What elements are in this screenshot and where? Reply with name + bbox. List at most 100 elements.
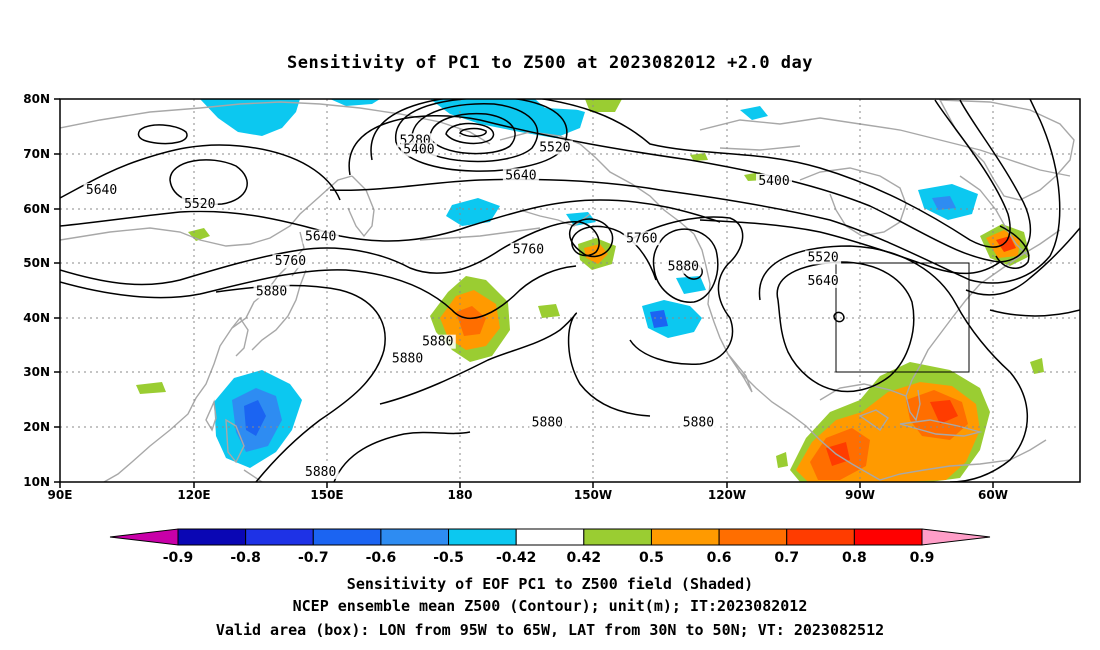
contour-label-bg [272, 254, 309, 269]
shade-green-carib-3 [1030, 358, 1044, 374]
colorbar-swatch [650, 528, 720, 546]
coast-hudson [799, 167, 907, 237]
colorbar-swatch [718, 528, 788, 546]
caption-line-1: Sensitivity of EOF PC1 to Z500 field (Sh… [347, 575, 753, 593]
shade-arctic-blue-3 [430, 99, 585, 138]
coast-labrador [959, 175, 1029, 257]
contour-5760-na [699, 219, 1001, 275]
colorbar-swatch [853, 528, 923, 546]
latitude-tick-labels: 80N 70N 60N 50N 40N 30N 20N 10N [23, 92, 50, 489]
contour-label: 5640 [505, 168, 536, 183]
contour-5700-a [60, 199, 721, 242]
contour-label: 5400 [403, 143, 434, 158]
lat-tick-label: 40N [23, 311, 50, 325]
contour-5640-mid [329, 99, 1061, 284]
colorbar-swatch [177, 528, 247, 546]
contour-label-bg [805, 273, 842, 288]
lon-tick-label: 120E [177, 488, 210, 502]
coast-philippines [225, 418, 263, 482]
contour-5280-inner [459, 127, 487, 138]
shade-green-4 [136, 382, 166, 394]
shade-green-2 [690, 153, 708, 161]
contour-label: 5640 [807, 274, 838, 289]
contour-label-bg [510, 242, 547, 257]
contour-5400-closed [411, 102, 539, 163]
shade-arctic-blue-2 [330, 99, 380, 106]
contour-label-bg [665, 259, 702, 274]
coast-yucatan [858, 409, 889, 431]
map-title: Sensitivity of PC1 to Z500 at 2023082012… [287, 53, 813, 73]
contour-label: 5520 [184, 197, 215, 212]
colorbar-end-low [109, 528, 179, 546]
shade-arctic-green [585, 99, 622, 112]
shade-orange-atl-core [996, 236, 1016, 252]
lon-tick-label: 150E [310, 488, 343, 502]
colorbar-tick-label: -0.7 [298, 550, 329, 566]
lon-tick-label: 120W [708, 488, 746, 502]
colorbar-tick-label: -0.8 [230, 550, 261, 566]
contour-5280 [445, 122, 495, 145]
caption-line-2: NCEP ensemble mean Z500 (Contour); unit(… [293, 597, 808, 615]
coast-south-america [879, 439, 1047, 481]
shade-red-carib-2 [826, 442, 850, 466]
lat-tick-label: 30N [23, 365, 50, 379]
contour-label: 5520 [807, 250, 838, 265]
contour-label: 5760 [275, 254, 306, 269]
colorbar-tick-label: 0.7 [774, 550, 799, 566]
longitude-tick-labels: 90E 120E 150E 180 150W 120W 90W 60W [48, 488, 1008, 502]
lon-tick-label: 90W [845, 488, 875, 502]
coast-taiwan [205, 399, 217, 432]
contour-5580-east [995, 225, 1030, 269]
shade-arctic-blue-1 [200, 99, 300, 136]
coast-baja [727, 353, 753, 393]
coast-cuba [899, 419, 983, 437]
coast-east-asia [60, 175, 353, 482]
valid-area-box [835, 262, 970, 373]
colorbar: -0.9 -0.8 -0.7 -0.6 -0.5 -0.42 0.42 0.5 0.6 0.7 0.… [109, 528, 991, 566]
z500-contours [60, 99, 1080, 482]
contour-label-bg [756, 173, 792, 188]
contour-label: 5760 [626, 231, 657, 246]
colorbar-tick-label: -0.6 [366, 550, 397, 566]
contour-5580-ring [137, 124, 188, 145]
shade-blue-9-core [650, 310, 668, 328]
contour-5760-pac-ring [568, 218, 614, 258]
lon-tick-label: 60W [978, 488, 1008, 502]
contour-label: 5880 [532, 416, 563, 431]
contour-label-bg [83, 183, 120, 198]
caption-line-3: Valid area (box): LON from 95W to 65W, L… [216, 621, 884, 639]
contour-5760-a [60, 221, 657, 286]
contour-5640-west [60, 144, 341, 201]
shade-red-carib [930, 400, 958, 424]
contour-5460 [395, 99, 568, 172]
contour-5820-na [758, 245, 1029, 482]
colorbar-tick-label: -0.42 [496, 550, 536, 566]
contour-label: 5760 [513, 243, 544, 258]
lon-tick-label: 150W [574, 488, 612, 502]
contour-label-bg [502, 168, 539, 183]
shade-blue-9 [642, 300, 702, 338]
lat-tick-label: 70N [23, 147, 50, 161]
contour-5880-c [333, 431, 471, 482]
contour-label: 5880 [668, 260, 699, 275]
contour-label-bg [302, 464, 339, 479]
shade-blue-wpac-3 [244, 400, 266, 436]
contour-5880-b [379, 312, 651, 417]
lat-tick-label: 60N [23, 202, 50, 216]
colorbar-tick-label: 0.42 [567, 550, 602, 566]
lat-tick-label: 50N [23, 256, 50, 270]
contour-label: 5880 [422, 335, 453, 350]
coast-arctic-canada [699, 117, 1071, 177]
colorbar-swatch [380, 528, 450, 546]
shade-green-5 [538, 304, 560, 318]
colorbar-swatch [312, 528, 382, 546]
contour-label-bg [529, 415, 566, 430]
contour-label-bg [181, 196, 218, 211]
contour-label: 5880 [392, 352, 423, 367]
shade-arctic-blue-4 [740, 106, 768, 120]
contour-label: 5520 [539, 140, 570, 155]
shade-orange-pac [584, 244, 608, 264]
contour-5700-east [989, 309, 1080, 317]
